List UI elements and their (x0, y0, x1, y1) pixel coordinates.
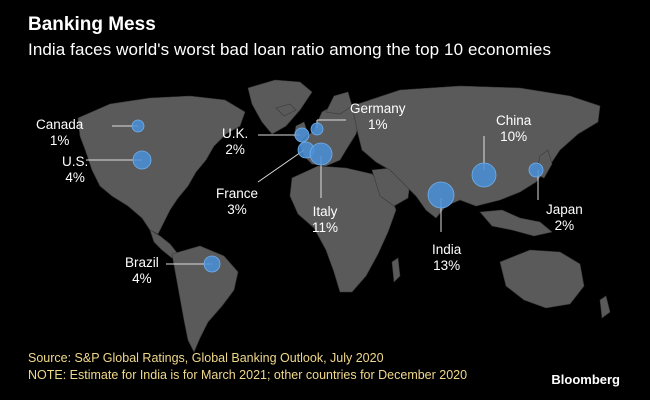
iceland-shape (275, 103, 297, 117)
country-name: Germany (350, 101, 406, 116)
country-name: Japan (546, 202, 583, 217)
country-value: 4% (65, 170, 85, 185)
country-name: China (496, 113, 532, 128)
bubble-japan (528, 162, 544, 178)
country-value: 1% (368, 117, 388, 132)
bubble-italy (309, 142, 333, 166)
chart-title: Banking Mess (28, 14, 156, 35)
label-us: U.S. 4% (62, 154, 88, 186)
country-value: 3% (227, 202, 247, 217)
country-value: 4% (132, 271, 152, 286)
source-notes: Source: S&P Global Ratings, Global Banki… (28, 350, 467, 384)
bubble-germany (310, 122, 324, 136)
label-japan: Japan 2% (546, 202, 583, 234)
africa-shape (289, 165, 397, 293)
country-name: India (432, 242, 462, 257)
country-name: Italy (312, 204, 338, 219)
label-germany: Germany 1% (350, 101, 406, 133)
new-zealand-shape (599, 295, 611, 319)
country-value: 1% (49, 133, 70, 148)
label-brazil: Brazil 4% (125, 255, 159, 287)
southeast-asia-shape (479, 209, 553, 237)
country-name: France (216, 186, 259, 201)
south-america-shape (171, 245, 239, 353)
bubble-canada (131, 119, 145, 133)
country-value: 11% (312, 220, 339, 235)
north-america-shape (77, 95, 246, 235)
bubble-india (427, 181, 455, 209)
country-name: U.S. (62, 154, 89, 169)
country-value: 10% (500, 129, 528, 144)
note-text: NOTE: Estimate for India is for March 20… (28, 368, 468, 382)
bubble-uk (294, 127, 310, 143)
chart-subtitle: India faces world's worst bad loan ratio… (28, 40, 552, 59)
madagascar-shape (391, 257, 401, 283)
source-text: Source: S&P Global Ratings, Global Banki… (28, 351, 384, 365)
label-india: India 13% (432, 242, 461, 274)
bubble-brazil (203, 255, 221, 273)
label-uk: U.K. 2% (222, 126, 248, 158)
bubble-us (132, 150, 152, 170)
australia-shape (499, 249, 585, 309)
leader-france (257, 149, 305, 183)
country-value: 2% (554, 218, 575, 233)
bubble-china (471, 162, 497, 188)
asia-shape (351, 85, 601, 219)
scandinavia-shape (325, 91, 353, 115)
country-name: U.K. (222, 126, 249, 141)
landmass (77, 79, 611, 353)
bloomberg-logo: Bloomberg (551, 372, 620, 387)
country-name: Canada (36, 117, 84, 132)
label-france: France 3% (216, 186, 258, 218)
label-china: China 10% (496, 113, 531, 145)
country-name: Brazil (125, 255, 159, 270)
label-canada: Canada 1% (36, 117, 83, 149)
country-value: 2% (225, 142, 245, 157)
bubbles (131, 119, 544, 273)
country-value: 13% (433, 258, 461, 273)
label-italy: Italy 11% (312, 204, 338, 236)
